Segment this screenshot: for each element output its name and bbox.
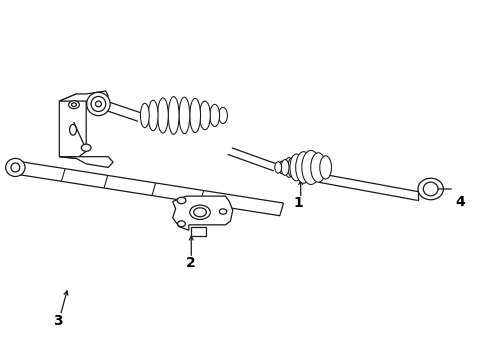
Polygon shape xyxy=(172,196,233,230)
Polygon shape xyxy=(59,91,108,101)
Polygon shape xyxy=(59,157,113,167)
Ellipse shape xyxy=(168,96,179,134)
Ellipse shape xyxy=(141,103,149,128)
Text: 3: 3 xyxy=(53,314,63,328)
Text: 1: 1 xyxy=(294,196,304,210)
Ellipse shape xyxy=(275,162,282,173)
Text: 2: 2 xyxy=(185,256,195,270)
Ellipse shape xyxy=(279,161,284,174)
Ellipse shape xyxy=(96,101,101,107)
Ellipse shape xyxy=(319,162,327,173)
Ellipse shape xyxy=(296,157,304,178)
Ellipse shape xyxy=(418,178,443,200)
Ellipse shape xyxy=(199,101,210,130)
Ellipse shape xyxy=(6,158,25,176)
Ellipse shape xyxy=(190,205,210,220)
Ellipse shape xyxy=(194,208,206,217)
Ellipse shape xyxy=(190,98,200,132)
Ellipse shape xyxy=(302,150,320,184)
Ellipse shape xyxy=(281,159,289,175)
Ellipse shape xyxy=(11,163,20,172)
Ellipse shape xyxy=(290,154,303,181)
Ellipse shape xyxy=(148,100,158,131)
Ellipse shape xyxy=(91,96,106,112)
Polygon shape xyxy=(191,226,206,235)
Ellipse shape xyxy=(295,152,312,183)
Ellipse shape xyxy=(219,107,227,123)
Ellipse shape xyxy=(320,156,331,179)
Ellipse shape xyxy=(311,153,326,182)
Ellipse shape xyxy=(69,101,79,109)
Ellipse shape xyxy=(177,197,186,204)
Ellipse shape xyxy=(179,97,190,134)
Ellipse shape xyxy=(285,158,293,177)
Ellipse shape xyxy=(423,182,438,196)
Ellipse shape xyxy=(210,104,220,127)
Ellipse shape xyxy=(177,221,185,226)
Ellipse shape xyxy=(72,103,76,107)
Text: 4: 4 xyxy=(455,194,465,208)
Ellipse shape xyxy=(70,125,76,135)
Polygon shape xyxy=(14,161,284,216)
Ellipse shape xyxy=(81,144,91,151)
Ellipse shape xyxy=(87,92,110,116)
Ellipse shape xyxy=(158,98,168,133)
Ellipse shape xyxy=(288,158,296,177)
Polygon shape xyxy=(59,94,86,158)
Ellipse shape xyxy=(312,159,320,175)
Ellipse shape xyxy=(220,209,227,214)
Ellipse shape xyxy=(304,158,312,177)
